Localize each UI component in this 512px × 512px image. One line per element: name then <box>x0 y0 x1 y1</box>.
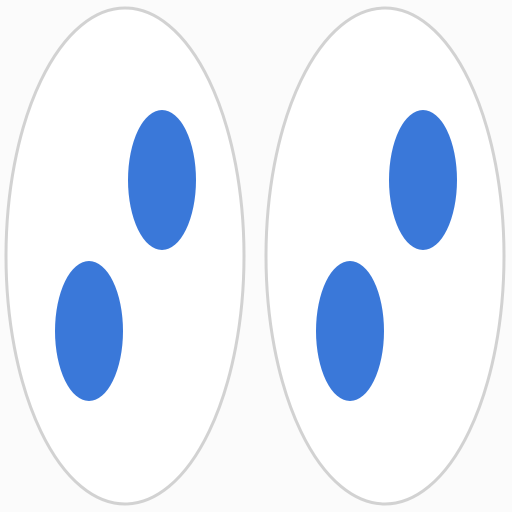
right-shape <box>264 6 506 506</box>
left-shape-upper-dot <box>128 110 196 250</box>
left-shape <box>4 6 246 506</box>
left-shape-outline <box>4 6 246 506</box>
left-shape-lower-dot <box>55 261 123 401</box>
right-shape-lower-dot <box>316 261 384 401</box>
right-shape-outline <box>264 6 506 506</box>
right-shape-upper-dot <box>389 110 457 250</box>
